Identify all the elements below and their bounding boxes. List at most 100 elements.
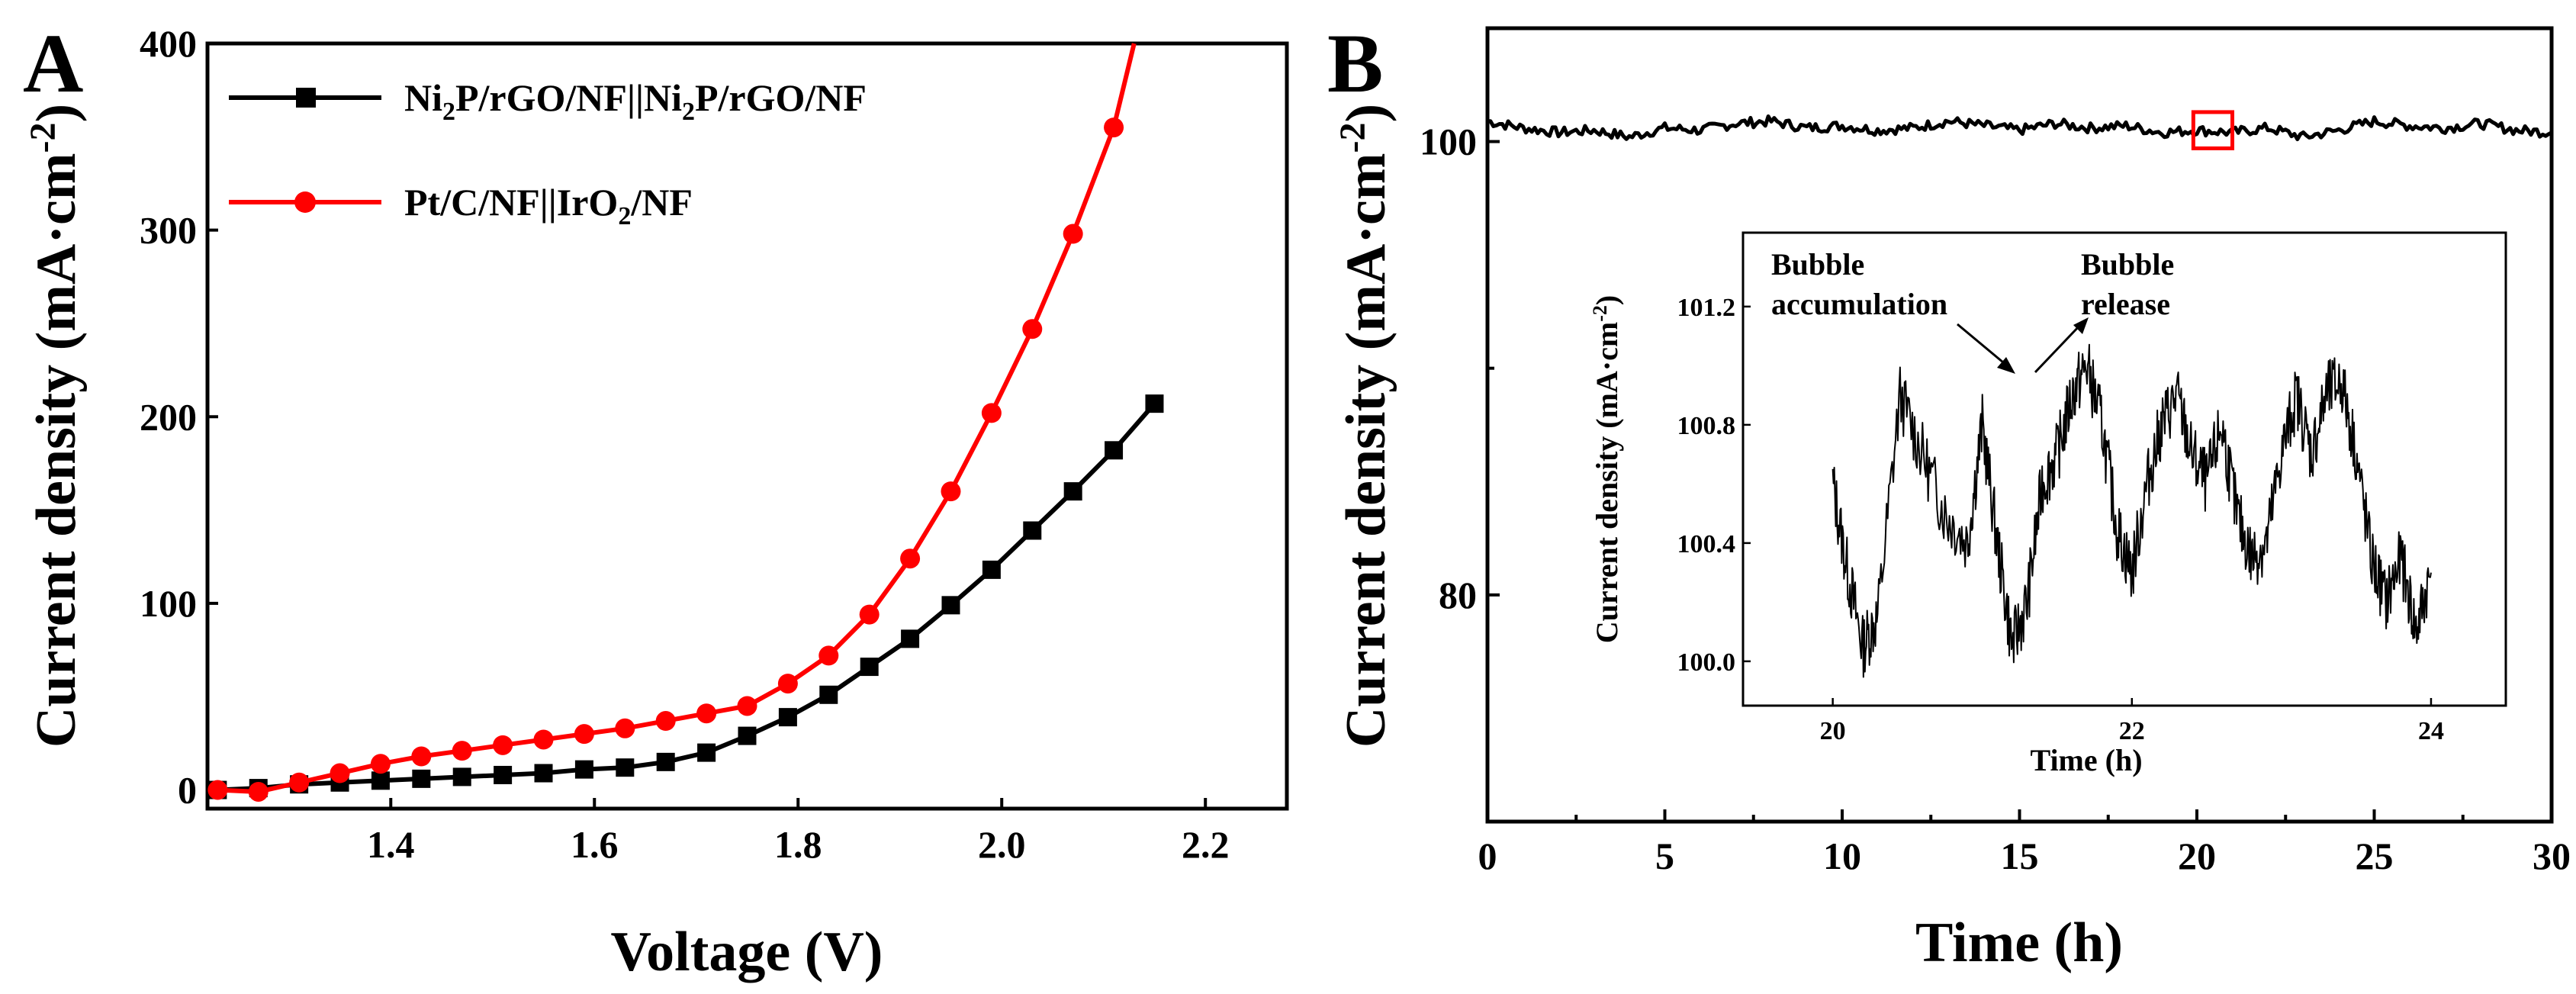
panel-a-y-tick-label: 400 <box>140 22 197 65</box>
panel-a-square-marker <box>778 708 797 727</box>
inset-y-tick-label: 100.0 <box>1677 648 1736 677</box>
panel-b-x-tick-label: 10 <box>1823 835 1861 877</box>
panel-b-x-tick-label: 25 <box>2356 835 2394 877</box>
inset-y-tick-label: 100.8 <box>1677 412 1736 440</box>
panel-a-circle-marker <box>370 754 391 774</box>
panel-a-circle-marker <box>655 711 676 732</box>
inset-x-tick-label: 24 <box>2418 717 2444 745</box>
annotation-bubble-accumulation: Bubble accumulation <box>1771 247 1947 321</box>
annotation-arrow-2 <box>2034 323 2082 374</box>
inset-ticks: 20 22 24 100.0 100.4 100.8 101.2 <box>1677 294 2444 745</box>
inset-y-axis-title: Current density (mA·cm-2) <box>1589 295 1624 643</box>
panel-b-x-tick-label: 15 <box>2001 835 2039 877</box>
panel-a-x-tick-label: 2.0 <box>978 823 1026 866</box>
panel-a-square-marker <box>738 726 757 745</box>
legend-circle-marker <box>294 191 316 213</box>
panel-a-circle-marker <box>1104 117 1124 138</box>
panel-a-square-marker <box>901 629 920 648</box>
panel-b-x-tick-label: 0 <box>1478 835 1497 877</box>
panel-a-x-tick-label: 1.4 <box>367 823 415 866</box>
panel-a-square-marker <box>697 743 716 762</box>
inset-x-axis-title: Time (h) <box>2030 743 2142 777</box>
panel-a-circle-marker <box>452 741 472 761</box>
panel-a-ticks: 1.4 1.6 1.8 2.0 2.2 0 100 200 300 400 <box>140 22 1229 866</box>
panel-b-highlight-box <box>2191 110 2235 150</box>
panel-a-square-marker <box>534 764 553 783</box>
panel-a-series-line-0 <box>217 402 1156 793</box>
panel-a-square-marker <box>656 752 675 771</box>
legend-label-0: Ni2P/rGO/NF||Ni2P/rGO/NF <box>404 76 867 126</box>
panel-a-circle-marker <box>533 729 554 750</box>
legend-label-1: Pt/C/NF||IrO2/NF <box>404 181 693 230</box>
panel-b-x-tick-label: 5 <box>1655 835 1674 877</box>
panel-b-x-tick-label: 20 <box>2178 835 2216 877</box>
panel-a-circle-marker <box>900 548 921 569</box>
panel-a: A Voltage (V) Current density (mA·cm-2) … <box>23 17 1289 983</box>
panel-a-circle-marker <box>615 718 635 738</box>
panel-b-y-axis-title: Current density (mA·cm-2) <box>1333 104 1397 748</box>
annotation-arrow-1 <box>1957 323 2008 368</box>
panel-a-circle-marker <box>818 645 839 666</box>
panel-a-y-tick-label: 100 <box>140 582 197 625</box>
panel-a-circle-marker <box>574 724 594 745</box>
panel-a-circle-marker <box>207 780 228 800</box>
inset-y-tick-label: 100.4 <box>1677 530 1736 558</box>
panel-a-circle-marker <box>737 696 757 716</box>
panel-a-plot-frame <box>205 41 1289 811</box>
panel-a-circle-marker <box>941 481 961 502</box>
panel-b-y-tick-label: 80 <box>1439 574 1477 616</box>
panel-letter-b: B <box>1327 17 1383 110</box>
panel-a-square-marker <box>412 769 431 788</box>
panel-a-circle-marker <box>859 604 880 625</box>
annotation-arrowhead-2 <box>2073 317 2089 334</box>
inset-y-axis-title-group: Current density (mA·cm-2) <box>1589 295 1624 643</box>
panel-a-square-marker <box>982 560 1001 579</box>
panel-a-square-marker <box>494 765 513 784</box>
panel-a-circle-marker <box>1022 319 1043 339</box>
inset-annotations: Bubble accumulation Bubble release <box>1771 247 2174 374</box>
panel-a-circle-marker <box>777 674 798 694</box>
inset-y-tick-label: 101.2 <box>1677 294 1736 322</box>
panel-a-y-axis-title: Current density (mA·cm-2) <box>23 104 88 748</box>
panel-a-circle-marker <box>696 703 717 724</box>
panel-a-square-marker <box>1145 394 1164 413</box>
panel-a-y-tick-label: 200 <box>140 395 197 438</box>
panel-letter-a: A <box>23 17 83 110</box>
panel-a-circle-marker <box>289 772 310 793</box>
panel-b-y-tick-label: 100 <box>1420 121 1477 163</box>
inset-x-tick-label: 20 <box>1820 717 1846 745</box>
panel-b-y-axis-title-group: Current density (mA·cm-2) <box>1333 104 1397 748</box>
panel-a-y-axis-title-group: Current density (mA·cm-2) <box>23 104 88 748</box>
panel-a-square-marker <box>452 767 471 787</box>
panel-b-ticks: 0 5 10 15 20 25 30 80 100 <box>1420 121 2571 877</box>
panel-a-x-tick-label: 2.2 <box>1182 823 1230 866</box>
panel-a-square-marker <box>860 658 879 677</box>
panel-a-square-marker <box>574 760 593 779</box>
panel-a-legend: Ni2P/rGO/NF||Ni2P/rGO/NF Pt/C/NF||IrO2/NF <box>229 76 867 230</box>
panel-a-circle-marker <box>411 746 432 767</box>
panel-a-square-marker <box>1063 482 1082 501</box>
panel-a-square-marker <box>941 596 960 615</box>
annotation-bubble-release: Bubble release <box>2081 247 2174 321</box>
panel-a-square-marker <box>819 685 838 704</box>
panel-a-square-marker <box>371 771 390 790</box>
panel-a-x-axis-title: Voltage (V) <box>611 921 883 983</box>
panel-a-circle-marker <box>981 403 1002 423</box>
panel-a-square-marker <box>616 758 635 777</box>
panel-b-x-tick-label: 30 <box>2533 835 2571 877</box>
panel-a-circle-marker <box>493 735 513 755</box>
panel-a-circle-marker <box>1063 224 1083 244</box>
panel-a-square-marker <box>1023 521 1042 540</box>
panel-b-series <box>1487 110 2553 150</box>
panel-b-series-line <box>1487 114 2553 142</box>
panel-b-x-axis-title: Time (h) <box>1915 912 2123 974</box>
panel-b-plot-frame <box>1485 26 2554 824</box>
panel-a-y-tick-label: 300 <box>140 209 197 252</box>
panel-b: B Time (h) Current density (mA·cm-2) 0 5 1… <box>1327 17 2571 974</box>
panel-b-inset: Time (h) Current density (mA·cm-2) 20 22 2… <box>1589 231 2507 777</box>
inset-x-tick-label: 22 <box>2119 717 2145 745</box>
panel-a-series <box>207 43 1164 802</box>
panel-a-x-tick-label: 1.8 <box>774 823 822 866</box>
panel-a-y-tick-label: 0 <box>178 769 197 812</box>
